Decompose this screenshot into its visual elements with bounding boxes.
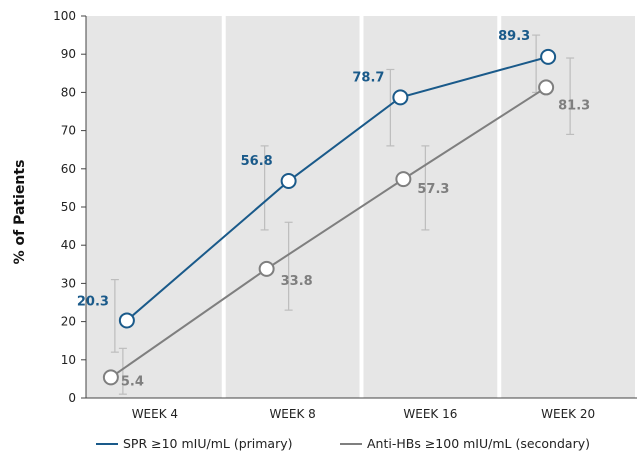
data-label: 89.3: [498, 29, 530, 44]
category-band: [86, 16, 222, 398]
y-tick-label: 100: [53, 9, 76, 23]
x-tick-label: WEEK 16: [403, 407, 457, 421]
y-axis-label: % of Patients: [12, 160, 28, 265]
series: 20.3 56.8 78.7 89.3 5.4 33.8 57.3 81.3: [77, 29, 590, 395]
series-primary: 20.3 56.8 78.7 89.3: [77, 29, 557, 353]
series-line: [126, 55, 549, 322]
y-tick-label: 70: [61, 124, 76, 138]
category-band: [501, 16, 635, 398]
y-tick-label: 0: [68, 391, 76, 405]
data-label: 5.4: [121, 374, 144, 389]
data-point: [540, 48, 557, 65]
data-label: 78.7: [352, 70, 384, 85]
y-axis: 0 10 20 30 40 50 60 70 80 90 100: [53, 9, 637, 405]
y-tick-label: 60: [61, 162, 76, 176]
legend-entry: SPR ≥10 mIU/mL (primary): [123, 436, 293, 451]
data-point: [118, 312, 135, 329]
y-tick-label: 30: [61, 276, 76, 290]
data-label: 33.8: [281, 274, 313, 289]
legend: SPR ≥10 mIU/mL (primary) Anti-HBs ≥100 mI…: [96, 436, 590, 451]
data-point: [395, 171, 412, 188]
category-band: [225, 16, 360, 398]
y-tick-label: 40: [61, 238, 76, 252]
data-point: [280, 173, 297, 190]
x-axis: WEEK 4 WEEK 8 WEEK 16 WEEK 20: [132, 407, 595, 421]
data-label: 20.3: [77, 294, 109, 309]
x-tick-label: WEEK 20: [541, 407, 595, 421]
y-tick-label: 90: [61, 47, 76, 61]
x-tick-label: WEEK 8: [269, 407, 315, 421]
data-point: [392, 89, 409, 106]
category-band: [363, 16, 498, 398]
data-label: 81.3: [558, 98, 590, 113]
data-point: [102, 369, 119, 386]
data-point: [258, 260, 275, 277]
x-tick-label: WEEK 4: [132, 407, 178, 421]
data-label: 56.8: [241, 154, 273, 169]
legend-entry: Anti-HBs ≥100 mIU/mL (secondary): [367, 436, 590, 451]
y-tick-label: 10: [61, 353, 76, 367]
data-point: [538, 79, 555, 96]
plot-background: [86, 16, 635, 398]
y-tick-label: 80: [61, 85, 76, 99]
y-tick-label: 20: [61, 315, 76, 329]
series-line: [110, 86, 547, 379]
y-tick-label: 50: [61, 200, 76, 214]
series-secondary: 5.4 33.8 57.3 81.3: [102, 57, 590, 395]
data-label: 57.3: [417, 182, 449, 197]
